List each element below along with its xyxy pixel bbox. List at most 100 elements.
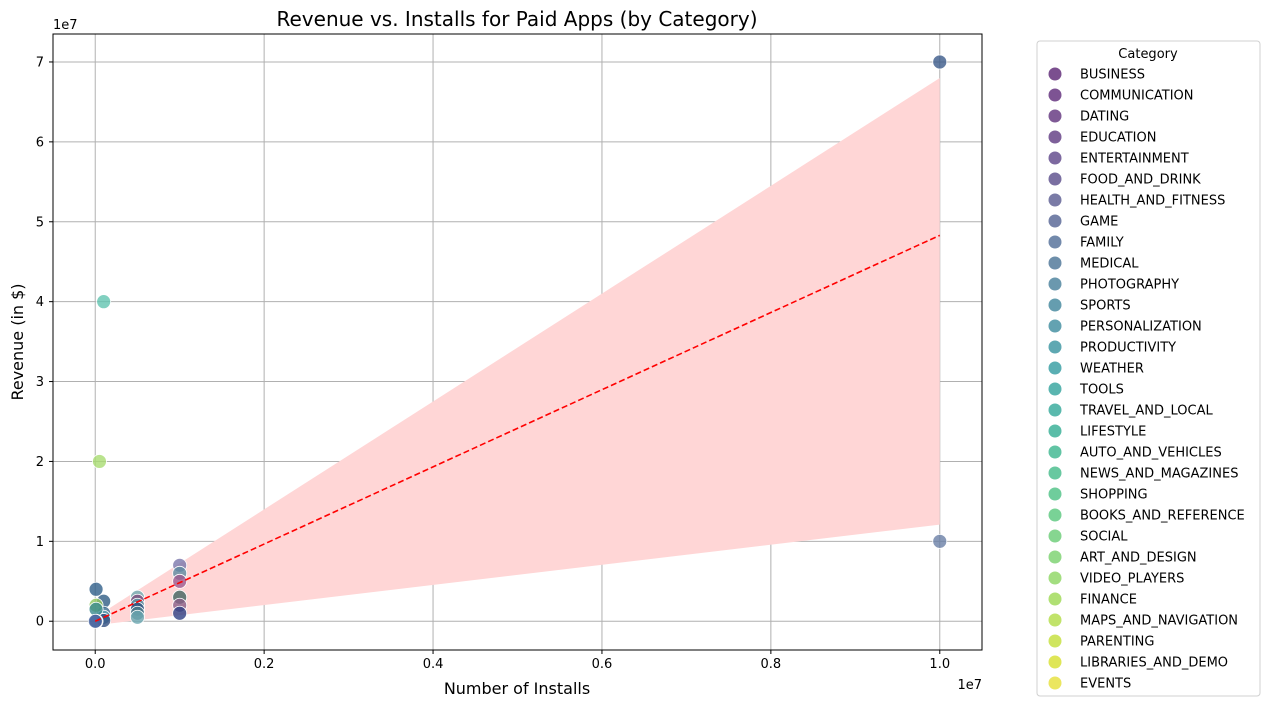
x-tick-label: 0.8 (761, 657, 782, 672)
x-axis: 0.0 0.2 0.4 0.6 0.8 1.0 (85, 650, 950, 672)
legend-marker (1048, 529, 1062, 543)
legend-label: FINANCE (1080, 593, 1137, 608)
legend-label: SHOPPING (1080, 488, 1148, 503)
legend-label: EDUCATION (1080, 131, 1156, 146)
legend-marker (1048, 256, 1062, 270)
legend-label: PARENTING (1080, 635, 1154, 650)
legend-label: FOOD_AND_DRINK (1080, 173, 1201, 188)
legend-marker (1048, 172, 1062, 186)
y-tick-label: 4 (36, 295, 44, 310)
legend-label: VIDEO_PLAYERS (1080, 572, 1184, 587)
x-axis-label: Number of Installs (444, 679, 590, 698)
legend-label: MEDICAL (1080, 257, 1139, 272)
data-point (92, 454, 107, 469)
legend-label: WEATHER (1080, 362, 1144, 377)
y-axis: 0 1 2 3 4 5 6 7 (36, 55, 53, 630)
legend-label: PERSONALIZATION (1080, 320, 1202, 335)
legend-label: ENTERTAINMENT (1080, 152, 1189, 167)
legend-marker (1048, 193, 1062, 207)
y-tick-label: 1 (36, 535, 44, 550)
legend-items: BUSINESS COMMUNICATION DATING EDUCATION ENTE… (1048, 67, 1245, 692)
legend-marker (1048, 235, 1062, 249)
plot-area-frame (52, 33, 983, 651)
confidence-band (95, 77, 940, 626)
regression-line-layer (94, 234, 941, 622)
legend-marker (1048, 130, 1062, 144)
legend-marker (1048, 382, 1062, 396)
x-tick-label: 1.0 (929, 657, 950, 672)
regression-line (94, 234, 941, 622)
legend-marker (1048, 67, 1062, 81)
legend-marker (1048, 277, 1062, 291)
legend-label: LIBRARIES_AND_DEMO (1080, 656, 1228, 671)
data-point (96, 294, 112, 310)
legend-marker (1048, 508, 1062, 522)
legend-label: AUTO_AND_VEHICLES (1080, 446, 1222, 461)
legend-marker (1048, 214, 1062, 228)
legend-marker (1048, 424, 1062, 438)
legend-label: COMMUNICATION (1080, 89, 1194, 104)
legend-label: TRAVEL_AND_LOCAL (1079, 404, 1213, 419)
x-tick-label: 0.0 (85, 657, 106, 672)
data-point (932, 54, 948, 70)
legend-label: LIFESTYLE (1080, 425, 1146, 440)
legend-label: HEALTH_AND_FITNESS (1080, 194, 1225, 209)
legend-label: MAPS_AND_NAVIGATION (1080, 614, 1238, 629)
y-tick-label: 0 (36, 615, 44, 630)
legend-marker (1048, 634, 1062, 648)
legend-marker (1048, 613, 1062, 627)
chart-title: Revenue vs. Installs for Paid Apps (by C… (277, 7, 758, 31)
legend-label: DATING (1080, 110, 1129, 125)
legend-label: PRODUCTIVITY (1080, 341, 1176, 356)
legend-label: FAMILY (1080, 236, 1124, 251)
legend-label: PHOTOGRAPHY (1080, 278, 1179, 293)
legend-marker (1048, 550, 1062, 564)
y-tick-label: 5 (36, 215, 44, 230)
legend-marker (1048, 340, 1062, 354)
legend-marker (1048, 445, 1062, 459)
legend-marker (1048, 592, 1062, 606)
legend-marker (1048, 109, 1062, 123)
data-point (88, 581, 104, 597)
y-tick-label: 6 (36, 135, 44, 150)
x-axis-offset-label: 1e7 (957, 678, 982, 693)
legend-label: SPORTS (1080, 299, 1131, 314)
legend-marker (1048, 403, 1062, 417)
data-point (172, 605, 188, 621)
y-axis-offset-label: 1e7 (53, 18, 78, 33)
confidence-band-layer (95, 77, 940, 626)
legend-label: BUSINESS (1080, 68, 1145, 83)
legend-marker (1048, 571, 1062, 585)
y-tick-label: 2 (36, 455, 44, 470)
legend-marker (1048, 487, 1062, 501)
data-point (172, 573, 188, 589)
legend-marker (1048, 466, 1062, 480)
legend-marker (1048, 676, 1062, 690)
data-point (130, 609, 145, 625)
legend-label: GAME (1080, 215, 1118, 230)
legend-marker (1048, 319, 1062, 333)
legend-marker (1048, 655, 1062, 669)
y-tick-label: 3 (36, 375, 44, 390)
legend-marker (1048, 151, 1062, 165)
legend-marker (1048, 361, 1062, 375)
x-tick-label: 0.2 (254, 657, 275, 672)
legend-box (1036, 40, 1261, 697)
legend-label: ART_AND_DESIGN (1080, 551, 1197, 566)
x-tick-label: 0.4 (423, 657, 444, 672)
legend-label: NEWS_AND_MAGAZINES (1080, 467, 1238, 482)
legend-label: SOCIAL (1080, 530, 1128, 545)
legend-marker (1048, 298, 1062, 312)
data-point (932, 533, 948, 549)
legend: Category BUSINESS COMMUNICATION DATING EDUC… (1036, 40, 1261, 697)
scatter-points-layer (87, 54, 948, 629)
y-axis-label: Revenue (in $) (8, 283, 27, 400)
legend-marker (1048, 88, 1062, 102)
legend-title: Category (1118, 47, 1178, 62)
legend-label: EVENTS (1080, 677, 1131, 692)
legend-label: BOOKS_AND_REFERENCE (1080, 509, 1245, 524)
y-tick-label: 7 (36, 55, 44, 70)
x-tick-label: 0.6 (592, 657, 613, 672)
legend-label: TOOLS (1079, 383, 1124, 398)
